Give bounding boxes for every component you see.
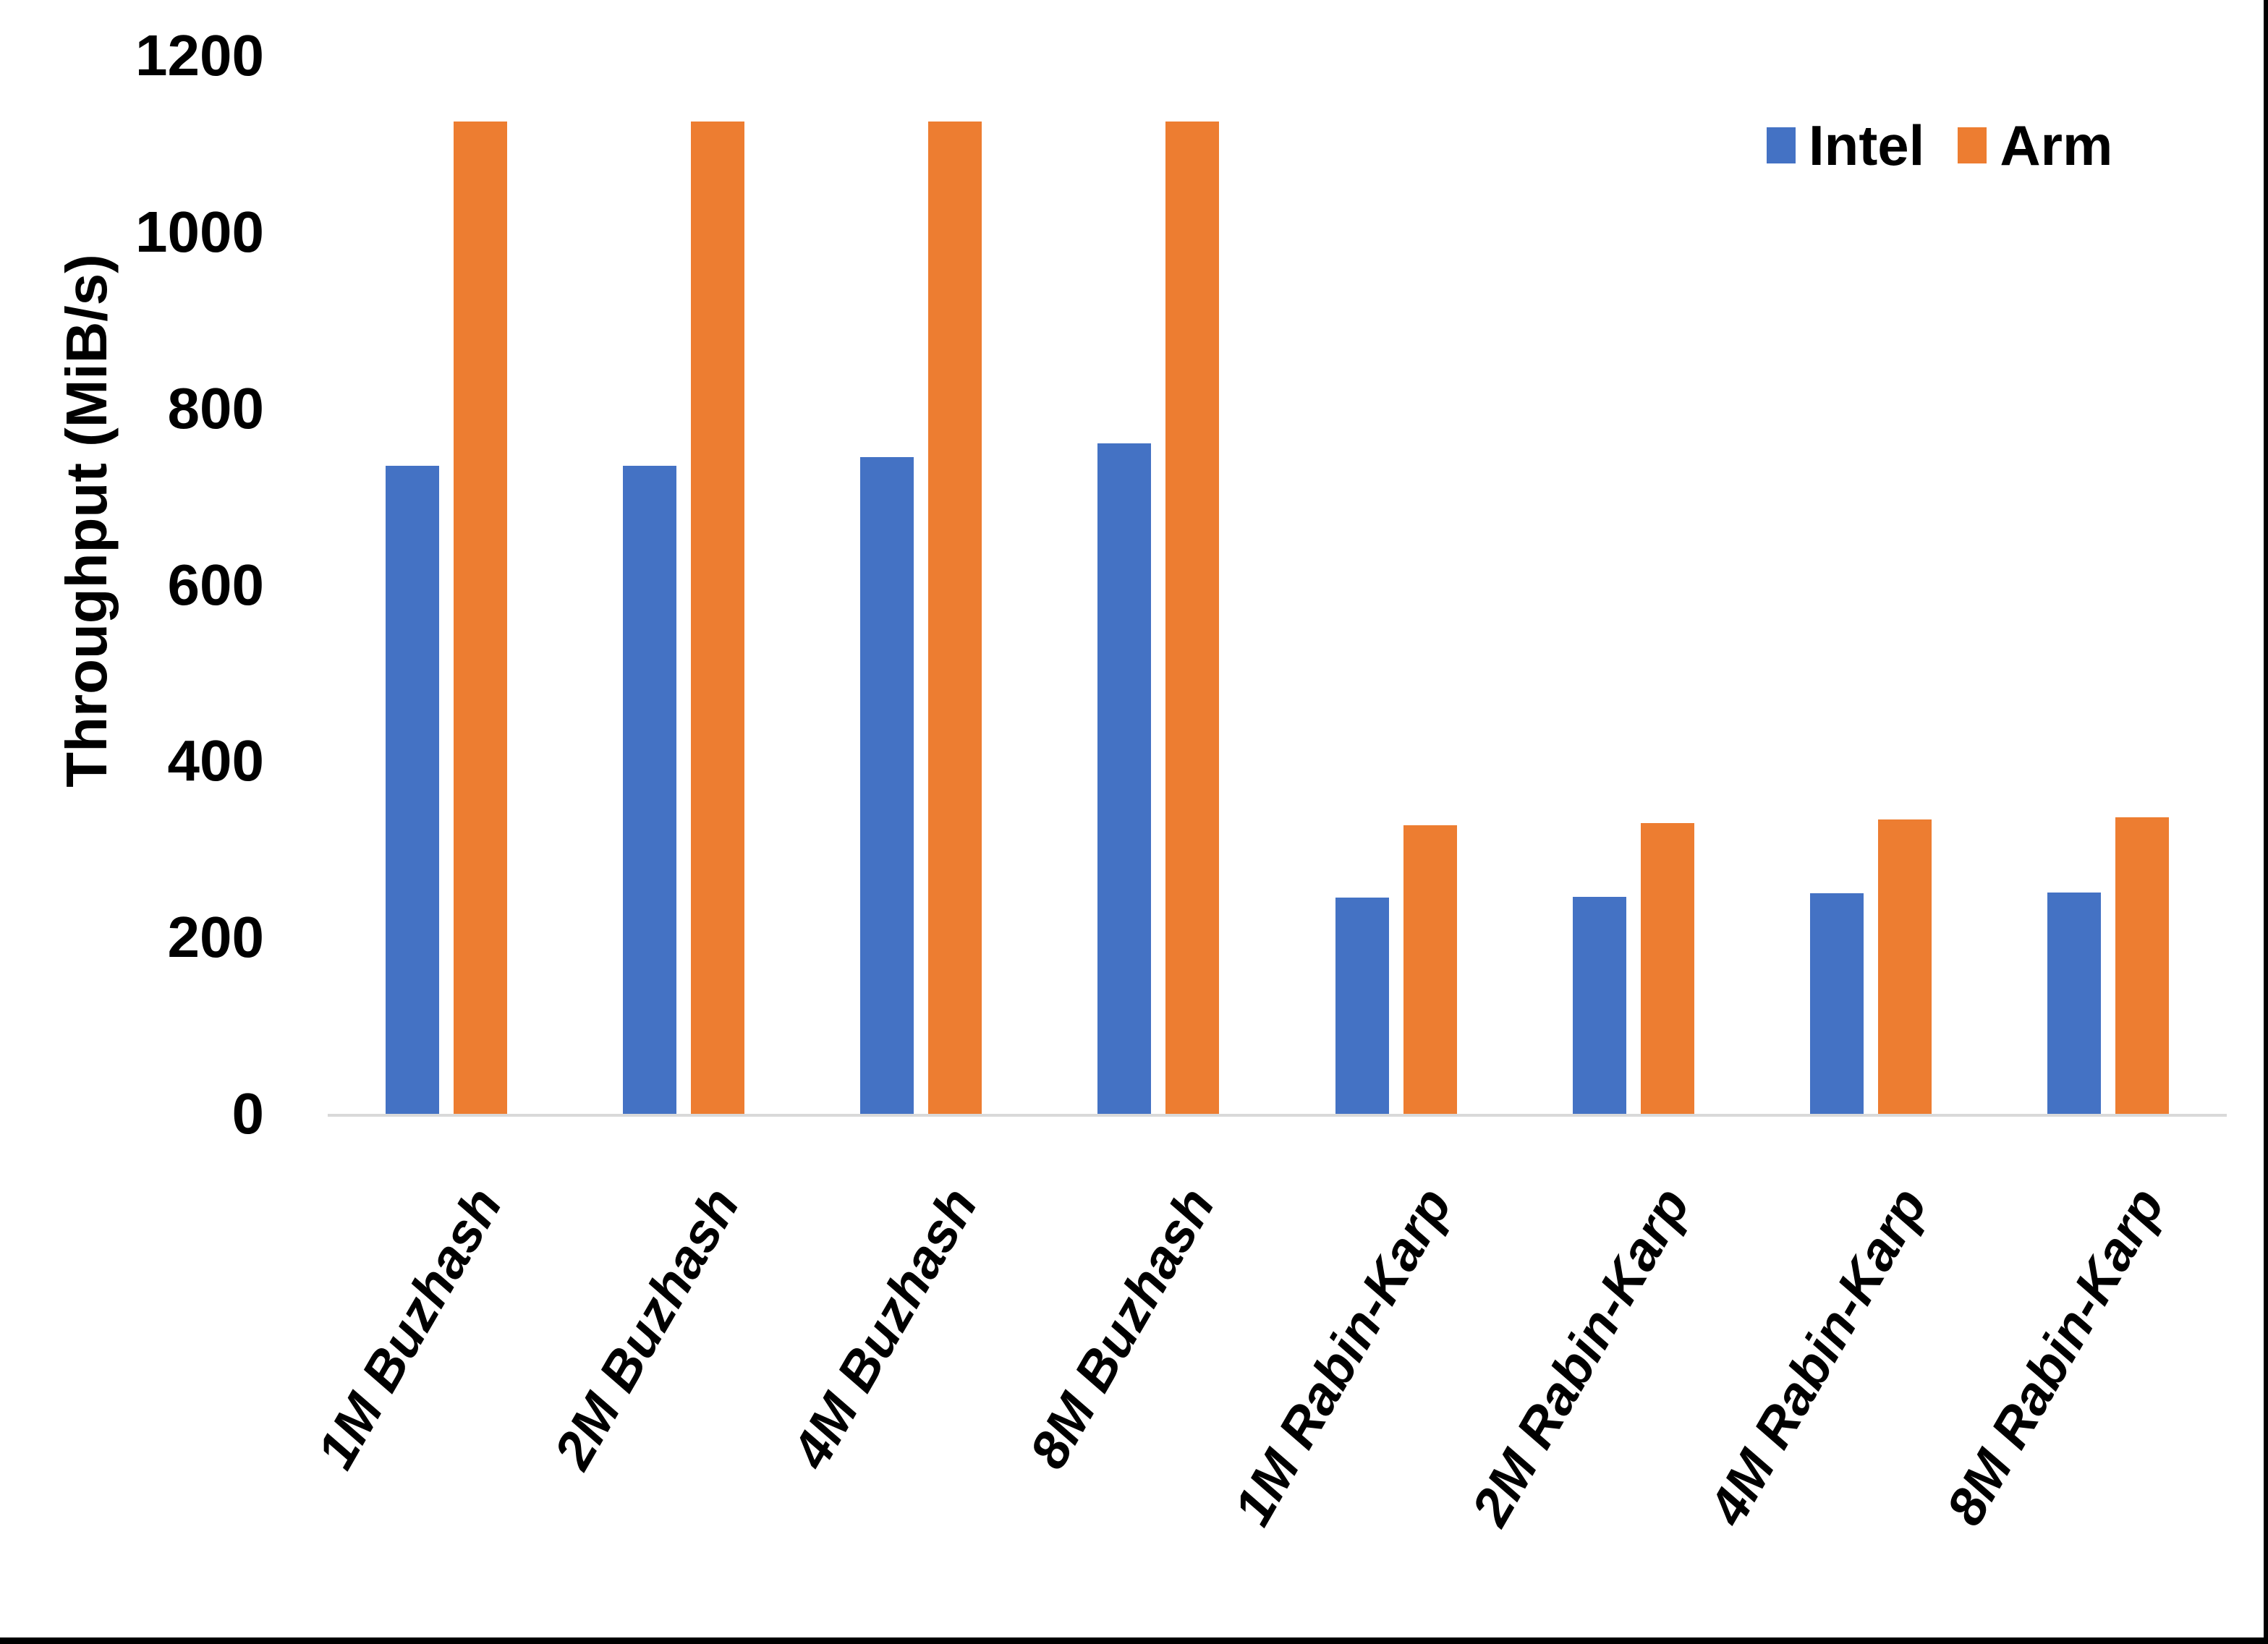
legend-item-intel: Intel	[1767, 117, 1924, 174]
legend-swatch-intel	[1767, 127, 1796, 163]
y-tick-label-400: 400	[167, 728, 264, 793]
bar-arm-4m-rabin-karp	[1877, 819, 1932, 1114]
bar-intel-2m-buzhash	[623, 465, 677, 1114]
bar-intel-1m-buzhash	[386, 465, 440, 1114]
x-category-label-8m-rabin-karp: 8M Rabin-Karp	[1934, 1177, 2175, 1536]
bar-arm-1m-buzhash	[454, 122, 508, 1114]
bar-arm-8m-rabin-karp	[2115, 817, 2169, 1114]
y-tick-label-200: 200	[167, 905, 264, 970]
y-tick-label-1000: 1000	[135, 199, 264, 264]
x-category-label-4m-buzhash: 4M Buzhash	[780, 1177, 989, 1478]
x-category-label-2m-rabin-karp: 2M Rabin-Karp	[1459, 1177, 1701, 1536]
bar-arm-2m-rabin-karp	[1640, 822, 1694, 1114]
bar-arm-4m-buzhash	[928, 122, 982, 1114]
bar-intel-8m-rabin-karp	[2047, 892, 2101, 1114]
y-tick-label-1200: 1200	[135, 23, 264, 88]
bar-intel-1m-rabin-karp	[1335, 898, 1389, 1114]
x-category-label-1m-buzhash: 1M Buzhash	[305, 1177, 514, 1478]
y-tick-label-600: 600	[167, 552, 264, 617]
bar-intel-2m-rabin-karp	[1572, 897, 1626, 1114]
bar-intel-8m-buzhash	[1097, 443, 1152, 1114]
legend-label-arm: Arm	[2000, 114, 2113, 177]
bar-intel-4m-rabin-karp	[1809, 893, 1864, 1114]
legend-swatch-arm	[1958, 127, 1987, 163]
y-axis-title-text: Throughput (MiB/s)	[54, 254, 119, 788]
bar-arm-1m-rabin-karp	[1403, 825, 1457, 1114]
x-axis-line	[328, 1114, 2227, 1117]
x-category-label-8m-buzhash: 8M Buzhash	[1017, 1177, 1226, 1478]
legend: Intel Arm	[1767, 117, 2112, 174]
y-tick-label-0: 0	[232, 1081, 265, 1146]
window-edge-bottom	[0, 1637, 2268, 1644]
bar-intel-4m-buzhash	[860, 456, 914, 1114]
window-edge-right	[2264, 0, 2268, 1644]
bar-arm-2m-buzhash	[691, 122, 745, 1114]
bar-arm-8m-buzhash	[1165, 122, 1220, 1114]
x-category-label-1m-rabin-karp: 1M Rabin-Karp	[1222, 1177, 1464, 1536]
x-category-label-4m-rabin-karp: 4M Rabin-Karp	[1696, 1177, 1938, 1536]
y-tick-label-800: 800	[167, 375, 264, 440]
x-category-label-2m-buzhash: 2M Buzhash	[543, 1177, 751, 1478]
legend-item-arm: Arm	[1958, 117, 2112, 174]
legend-label-intel: Intel	[1809, 114, 1925, 177]
